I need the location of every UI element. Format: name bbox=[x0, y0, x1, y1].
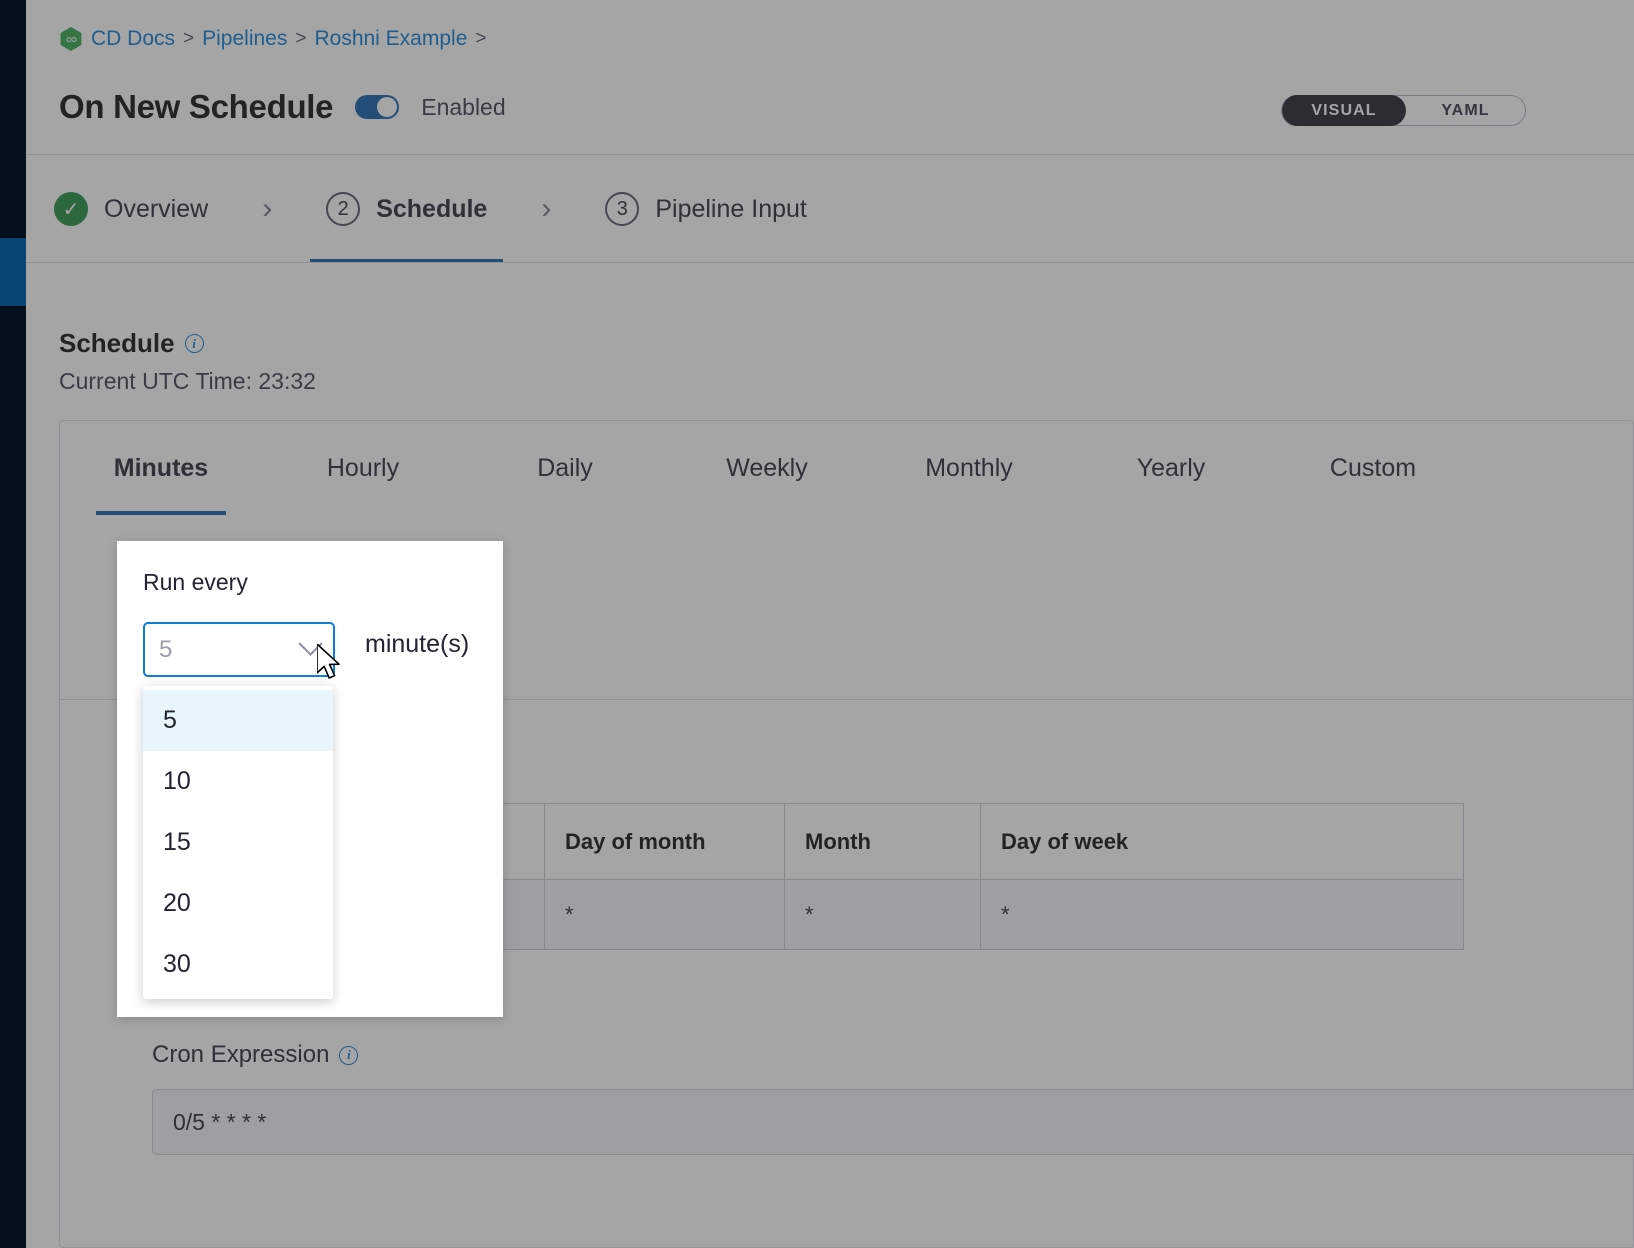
option-20[interactable]: 20 bbox=[163, 889, 191, 917]
cell-day-of-week: * bbox=[980, 879, 1464, 950]
tab-custom-label: Custom bbox=[1329, 453, 1417, 482]
run-every-label: Run every bbox=[143, 569, 248, 595]
steps-divider bbox=[26, 262, 1634, 263]
tab-hourly-label: Hourly bbox=[326, 453, 400, 482]
tab-weekly[interactable]: Weekly bbox=[666, 421, 868, 515]
tab-monthly-label: Monthly bbox=[925, 453, 1013, 482]
tab-weekly-label: Weekly bbox=[726, 453, 808, 482]
chevron-right-icon: › bbox=[262, 192, 273, 225]
view-mode-yaml[interactable]: YAML bbox=[1441, 101, 1490, 119]
step-overview[interactable]: ✓ Overview bbox=[26, 155, 236, 263]
left-nav-rail[interactable] bbox=[0, 0, 26, 1248]
active-step-underline bbox=[310, 259, 504, 263]
run-every-select[interactable]: 5 bbox=[143, 622, 335, 677]
header-divider bbox=[26, 154, 1634, 155]
enabled-toggle[interactable] bbox=[355, 95, 400, 119]
tab-minutes-label: Minutes bbox=[113, 453, 209, 482]
page-title: On New Schedule bbox=[59, 88, 334, 125]
tab-hourly[interactable]: Hourly bbox=[262, 421, 464, 515]
section-title: Schedule i bbox=[59, 328, 204, 359]
cron-expression-title: Cron Expression i bbox=[152, 1041, 359, 1069]
option-15[interactable]: 15 bbox=[163, 828, 191, 856]
step-pipeline-input[interactable]: 3 Pipeline Input bbox=[577, 155, 835, 263]
page-content: CD Docs > Pipelines > Roshni Example > O… bbox=[26, 0, 1634, 1248]
title-row: On New Schedule Enabled bbox=[59, 88, 506, 126]
current-utc-time: Current UTC Time: 23:32 bbox=[59, 368, 316, 394]
breadcrumb-separator: > bbox=[475, 28, 487, 49]
step-number-badge: 3 bbox=[605, 192, 640, 226]
col-day-of-week: Day of week bbox=[980, 803, 1464, 880]
cron-expression-value: 0/5 * * * * bbox=[173, 1108, 267, 1135]
tab-yearly[interactable]: Yearly bbox=[1070, 421, 1272, 515]
run-every-popup: Run every 5 minute(s) 5 10 15 20 30 bbox=[117, 541, 503, 1017]
tab-minutes[interactable]: Minutes bbox=[60, 421, 262, 515]
cron-expression-title-text: Cron Expression bbox=[152, 1041, 330, 1068]
enabled-toggle-label: Enabled bbox=[421, 93, 506, 120]
card-divider bbox=[60, 699, 1634, 700]
mouse-cursor bbox=[316, 643, 345, 689]
section-title-text: Schedule bbox=[59, 328, 175, 358]
info-icon[interactable]: i bbox=[184, 334, 204, 353]
option-30[interactable]: 30 bbox=[163, 950, 191, 978]
frequency-tabs: Minutes Hourly Daily Weekly Monthly Year… bbox=[60, 421, 1634, 515]
breadcrumb-item-roshni-example[interactable]: Roshni Example bbox=[314, 27, 468, 50]
active-tab-underline bbox=[96, 511, 226, 515]
left-nav-active-indicator bbox=[0, 238, 26, 306]
tab-monthly[interactable]: Monthly bbox=[868, 421, 1070, 515]
col-month: Month bbox=[784, 803, 981, 880]
step-schedule-label: Schedule bbox=[376, 194, 488, 223]
option-5[interactable]: 5 bbox=[143, 690, 333, 751]
step-overview-label: Overview bbox=[104, 194, 209, 223]
col-day-of-month: Day of month bbox=[544, 803, 785, 880]
view-mode-visual[interactable]: VISUAL bbox=[1282, 95, 1406, 126]
step-pipeline-input-label: Pipeline Input bbox=[655, 194, 807, 223]
cell-day-of-month: * bbox=[544, 879, 785, 950]
run-every-unit-label: minute(s) bbox=[365, 630, 470, 658]
option-10[interactable]: 10 bbox=[163, 767, 191, 795]
tab-yearly-label: Yearly bbox=[1136, 453, 1206, 482]
view-mode-switch[interactable]: VISUAL YAML bbox=[1281, 95, 1526, 126]
cron-expression-field[interactable]: 0/5 * * * * bbox=[152, 1089, 1634, 1155]
check-icon: ✓ bbox=[54, 192, 88, 226]
tab-daily-label: Daily bbox=[537, 453, 593, 482]
breadcrumb-item-cd-docs[interactable]: CD Docs bbox=[91, 27, 176, 50]
breadcrumb-separator: > bbox=[183, 28, 195, 49]
step-nav: ✓ Overview › 2 Schedule › 3 Pipeline Inp… bbox=[26, 155, 1634, 263]
harness-cd-hexagon-icon bbox=[59, 26, 83, 52]
step-number-badge: 2 bbox=[326, 192, 361, 226]
cell-month: * bbox=[784, 879, 981, 950]
tab-daily[interactable]: Daily bbox=[464, 421, 666, 515]
run-every-option-list: 5 10 15 20 30 bbox=[143, 686, 333, 999]
run-every-selected-value: 5 bbox=[159, 635, 173, 663]
tab-custom[interactable]: Custom bbox=[1272, 421, 1474, 515]
chevron-right-icon: › bbox=[541, 192, 552, 225]
info-icon[interactable]: i bbox=[339, 1045, 359, 1065]
step-schedule[interactable]: 2 Schedule bbox=[298, 155, 515, 263]
breadcrumb-item-pipelines[interactable]: Pipelines bbox=[202, 27, 288, 50]
breadcrumb: CD Docs > Pipelines > Roshni Example > bbox=[59, 26, 486, 52]
breadcrumb-separator: > bbox=[295, 28, 307, 49]
